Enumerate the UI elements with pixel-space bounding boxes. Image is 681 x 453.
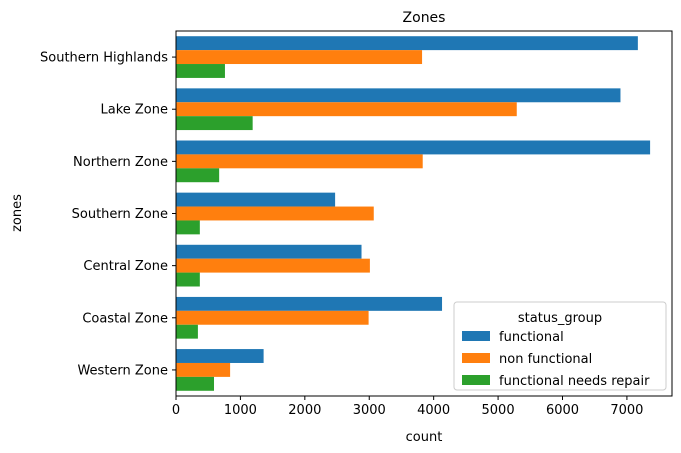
x-tick-label: 4000 <box>417 403 450 418</box>
bar-non-functional-2 <box>176 154 423 169</box>
legend-label: non functional <box>499 352 592 367</box>
bar-functional-needs-repair-4 <box>176 272 200 287</box>
y-tick-label: Northern Zone <box>73 155 168 170</box>
bar-non-functional-4 <box>176 258 370 273</box>
y-tick-label: Central Zone <box>83 259 168 274</box>
legend-label: functional <box>499 330 564 345</box>
bars-layer <box>176 36 651 391</box>
legend: status_group functional non functional fun… <box>453 301 667 391</box>
legend-title: status_group <box>518 311 602 326</box>
bar-functional-needs-repair-6 <box>176 376 215 391</box>
legend-label: functional needs repair <box>499 374 650 389</box>
bar-functional-5 <box>176 296 443 311</box>
chart-title: Zones <box>403 10 446 26</box>
bar-functional-3 <box>176 192 336 207</box>
bar-functional-needs-repair-2 <box>176 168 220 183</box>
legend-swatch-functional-needs-repair <box>462 375 490 385</box>
x-tick-label: 3000 <box>353 403 386 418</box>
y-axis-label: zones <box>10 194 25 232</box>
legend-swatch-functional <box>462 331 490 341</box>
bar-functional-6 <box>176 349 264 363</box>
bar-functional-needs-repair-5 <box>176 324 198 339</box>
y-tick-label: Lake Zone <box>100 103 168 118</box>
y-axis: Southern Highlands Lake Zone Northern Zone… <box>40 51 176 378</box>
bar-functional-0 <box>176 36 638 51</box>
bar-functional-4 <box>176 244 362 259</box>
legend-box <box>453 301 667 391</box>
bar-functional-2 <box>176 140 651 155</box>
y-tick-label: Western Zone <box>77 363 168 378</box>
x-axis-label: count <box>406 430 443 445</box>
y-tick-label: Southern Zone <box>72 207 168 222</box>
bar-functional-needs-repair-0 <box>176 64 225 78</box>
x-axis: 0 1000 2000 3000 4000 5000 6000 7000 <box>172 396 643 418</box>
legend-swatch-non-functional <box>462 353 490 363</box>
bar-non-functional-0 <box>176 50 423 65</box>
x-tick-label: 1000 <box>224 403 257 418</box>
x-tick-label: 0 <box>172 403 180 418</box>
bar-functional-needs-repair-1 <box>176 116 253 131</box>
bar-non-functional-6 <box>176 362 231 377</box>
y-tick-label: Coastal Zone <box>82 311 168 326</box>
y-tick-label: Southern Highlands <box>40 51 168 66</box>
x-tick-label: 2000 <box>288 403 321 418</box>
x-tick-label: 7000 <box>610 403 643 418</box>
bar-non-functional-5 <box>176 310 369 325</box>
bar-functional-1 <box>176 88 621 103</box>
bar-non-functional-3 <box>176 206 374 221</box>
bar-functional-needs-repair-3 <box>176 220 200 235</box>
bar-non-functional-1 <box>176 102 517 117</box>
x-tick-label: 6000 <box>546 403 579 418</box>
x-tick-label: 5000 <box>482 403 515 418</box>
